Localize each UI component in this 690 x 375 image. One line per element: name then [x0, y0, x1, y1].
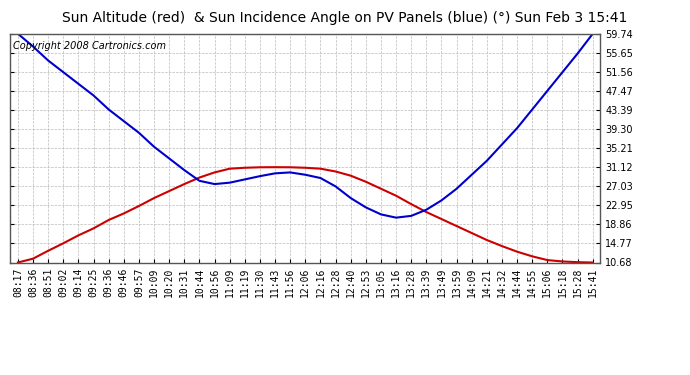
Text: Copyright 2008 Cartronics.com: Copyright 2008 Cartronics.com [13, 40, 166, 51]
Text: Sun Altitude (red)  & Sun Incidence Angle on PV Panels (blue) (°) Sun Feb 3 15:4: Sun Altitude (red) & Sun Incidence Angle… [62, 11, 628, 25]
